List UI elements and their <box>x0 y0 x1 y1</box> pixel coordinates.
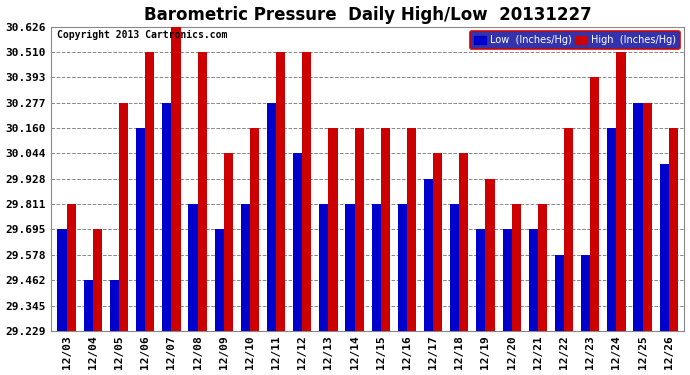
Bar <box>555 255 564 331</box>
Bar <box>188 204 197 331</box>
Bar <box>302 52 311 331</box>
Bar <box>372 204 381 331</box>
Bar <box>512 204 521 331</box>
Bar <box>92 230 102 331</box>
Bar <box>145 52 155 331</box>
Bar <box>398 204 407 331</box>
Bar <box>381 128 390 331</box>
Bar <box>355 128 364 331</box>
Bar <box>162 102 171 331</box>
Bar <box>83 280 92 331</box>
Bar <box>460 153 469 331</box>
Bar <box>450 204 460 331</box>
Bar <box>433 153 442 331</box>
Bar <box>407 128 416 331</box>
Bar <box>529 230 538 331</box>
Bar <box>564 128 573 331</box>
Bar <box>502 230 512 331</box>
Bar <box>267 102 276 331</box>
Bar <box>476 230 486 331</box>
Bar <box>590 77 600 331</box>
Bar <box>67 204 76 331</box>
Bar <box>660 164 669 331</box>
Bar <box>57 230 67 331</box>
Bar <box>293 153 302 331</box>
Bar <box>276 52 285 331</box>
Bar <box>616 52 626 331</box>
Bar <box>669 128 678 331</box>
Bar <box>136 128 145 331</box>
Bar <box>633 102 642 331</box>
Bar <box>424 178 433 331</box>
Legend: Low  (Inches/Hg), High  (Inches/Hg): Low (Inches/Hg), High (Inches/Hg) <box>470 32 680 49</box>
Bar <box>197 52 207 331</box>
Bar <box>486 178 495 331</box>
Bar <box>607 128 616 331</box>
Bar <box>538 204 547 331</box>
Bar <box>241 204 250 331</box>
Bar <box>250 128 259 331</box>
Bar <box>581 255 590 331</box>
Bar <box>319 204 328 331</box>
Bar <box>328 128 337 331</box>
Bar <box>642 102 652 331</box>
Bar <box>346 204 355 331</box>
Bar <box>171 27 181 331</box>
Title: Barometric Pressure  Daily High/Low  20131227: Barometric Pressure Daily High/Low 20131… <box>144 6 591 24</box>
Bar <box>119 102 128 331</box>
Bar <box>224 153 233 331</box>
Text: Copyright 2013 Cartronics.com: Copyright 2013 Cartronics.com <box>57 30 228 40</box>
Bar <box>110 280 119 331</box>
Bar <box>215 230 224 331</box>
